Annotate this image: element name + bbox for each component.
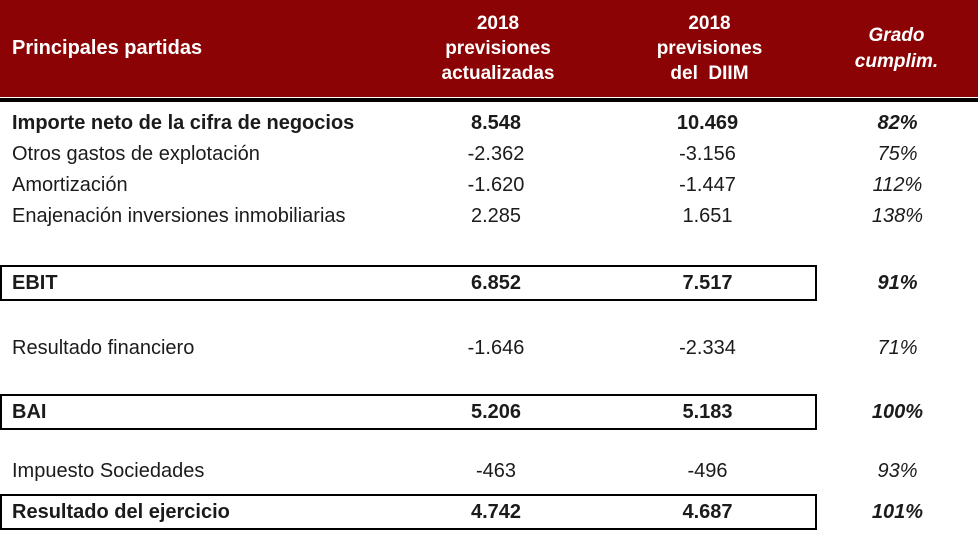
value-grado: 75% bbox=[877, 143, 918, 165]
value-diim: 10.469 bbox=[676, 112, 739, 134]
row-label: BAI bbox=[12, 400, 47, 423]
value-grado: 138% bbox=[871, 205, 924, 227]
column-header-previsiones-actualizadas: 2018 previsiones actualizadas bbox=[441, 12, 555, 85]
value-diim: -3.156 bbox=[679, 143, 736, 165]
row-box: Otros gastos de explotación -2.362 -3.15… bbox=[0, 139, 817, 170]
table-row-resultado-del-ejercicio: Resultado del ejercicio 4.742 4.687 101% bbox=[0, 494, 978, 530]
value-diim: 1.651 bbox=[682, 205, 733, 227]
value-diim: 5.183 bbox=[682, 400, 733, 423]
table-row-enajenacion: Enajenación inversiones inmobiliarias 2.… bbox=[0, 201, 978, 232]
column-header-previsiones-diim: 2018 previsiones del DIIM bbox=[656, 12, 763, 85]
value-actualizadas: -1.646 bbox=[467, 337, 525, 359]
row-label: Otros gastos de explotación bbox=[12, 143, 260, 165]
column-header-principales-partidas: Principales partidas bbox=[12, 37, 203, 60]
value-actualizadas: -1.620 bbox=[467, 174, 525, 196]
value-grado: 100% bbox=[871, 400, 924, 423]
value-actualizadas: 6.852 bbox=[470, 271, 522, 294]
value-diim: -496 bbox=[687, 460, 728, 482]
table-row-importe-neto: Importe neto de la cifra de negocios 8.5… bbox=[0, 108, 978, 139]
row-box: Amortización -1.620 -1.447 bbox=[0, 170, 817, 201]
table-row-ebit: EBIT 6.852 7.517 91% bbox=[0, 265, 978, 301]
column-header-grado-cumplim: Grado cumplim. bbox=[854, 25, 939, 72]
value-actualizadas: -2.362 bbox=[467, 143, 525, 165]
header-divider-line bbox=[0, 98, 978, 102]
row-box: Importe neto de la cifra de negocios 8.5… bbox=[0, 108, 817, 139]
table-row-resultado-financiero: Resultado financiero -1.646 -2.334 71% bbox=[0, 333, 978, 364]
value-diim: 7.517 bbox=[682, 271, 733, 294]
value-actualizadas: 5.206 bbox=[470, 400, 522, 423]
row-box: Enajenación inversiones inmobiliarias 2.… bbox=[0, 201, 817, 232]
total-row-box: BAI 5.206 5.183 bbox=[0, 394, 817, 430]
table-row-otros-gastos: Otros gastos de explotación -2.362 -3.15… bbox=[0, 139, 978, 170]
table-row-amortizacion: Amortización -1.620 -1.447 112% bbox=[0, 170, 978, 201]
table-row-bai: BAI 5.206 5.183 100% bbox=[0, 394, 978, 430]
row-label: Impuesto Sociedades bbox=[12, 460, 205, 482]
row-label: Importe neto de la cifra de negocios bbox=[12, 112, 355, 134]
value-diim: -1.447 bbox=[679, 174, 736, 196]
value-grado: 82% bbox=[877, 112, 918, 134]
value-grado: 71% bbox=[877, 337, 918, 359]
value-diim: -2.334 bbox=[679, 337, 736, 359]
value-actualizadas: 4.742 bbox=[470, 500, 522, 523]
table-header-row: Principales partidas 2018 previsiones ac… bbox=[0, 0, 978, 97]
row-box: Resultado financiero -1.646 -2.334 bbox=[0, 333, 817, 364]
row-label: EBIT bbox=[12, 271, 58, 294]
row-label: Resultado financiero bbox=[12, 337, 195, 359]
value-diim: 4.687 bbox=[682, 500, 733, 523]
total-row-box: EBIT 6.852 7.517 bbox=[0, 265, 817, 301]
row-box: Impuesto Sociedades -463 -496 bbox=[0, 456, 817, 487]
value-grado: 112% bbox=[872, 174, 923, 196]
table-row-impuesto-sociedades: Impuesto Sociedades -463 -496 93% bbox=[0, 456, 978, 487]
value-grado: 101% bbox=[871, 500, 924, 523]
row-label: Enajenación inversiones inmobiliarias bbox=[12, 205, 346, 227]
total-row-box: Resultado del ejercicio 4.742 4.687 bbox=[0, 494, 817, 530]
row-label: Amortización bbox=[12, 174, 128, 196]
value-actualizadas: 8.548 bbox=[470, 112, 522, 134]
value-grado: 93% bbox=[877, 460, 918, 482]
value-actualizadas: 2.285 bbox=[470, 205, 522, 227]
row-label: Resultado del ejercicio bbox=[12, 500, 230, 523]
value-actualizadas: -463 bbox=[475, 460, 517, 482]
value-grado: 91% bbox=[877, 271, 918, 294]
